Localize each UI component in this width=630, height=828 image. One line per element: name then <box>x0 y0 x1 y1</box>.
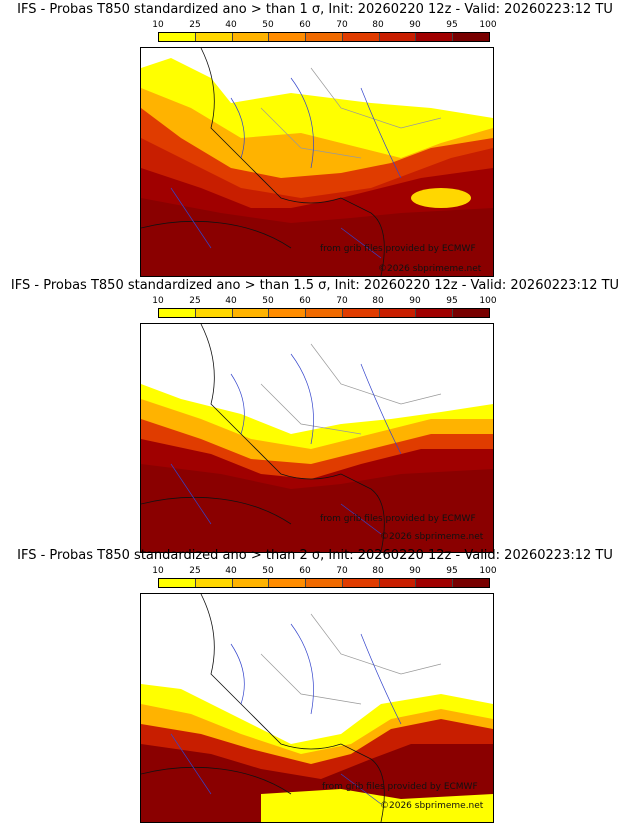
colorbar-tick: 50 <box>262 20 274 30</box>
credit-site: ©2026 sbprimeme.net <box>378 264 482 274</box>
colorbar-swatch <box>159 579 196 587</box>
map-panel-3: IFS - Probas T850 standardized ano > tha… <box>0 546 630 828</box>
colorbar-swatch <box>269 309 307 317</box>
colorbar-swatch <box>306 33 343 41</box>
colorbar-swatch <box>416 33 454 41</box>
colorbar-ticks: 10 25 40 50 60 70 80 90 95 100 <box>0 295 630 307</box>
colorbar-tick: 10 <box>152 20 164 30</box>
colorbar-tick: 100 <box>479 20 497 30</box>
panel-title: IFS - Probas T850 standardized ano > tha… <box>17 548 613 563</box>
colorbar-swatch <box>379 309 417 317</box>
probability-map <box>140 47 494 277</box>
credit-site: ©2026 sbprimeme.net <box>380 532 484 542</box>
colorbar <box>158 308 490 318</box>
colorbar-swatch <box>379 33 417 41</box>
credit-source: from grib files provided by ECMWF <box>320 244 476 254</box>
credit-source: from grib files provided by ECMWF <box>320 514 476 524</box>
colorbar-tick: 50 <box>262 566 274 576</box>
colorbar-swatch <box>232 579 270 587</box>
colorbar-tick: 90 <box>409 566 421 576</box>
colorbar-tick: 100 <box>479 296 497 306</box>
colorbar-swatch <box>453 33 490 41</box>
colorbar-tick: 60 <box>299 566 311 576</box>
colorbar-swatch <box>232 33 270 41</box>
credit-source: from grib files provided by ECMWF <box>322 782 478 792</box>
probability-map <box>140 323 494 553</box>
colorbar-swatch <box>453 579 490 587</box>
colorbar-swatch <box>379 579 417 587</box>
colorbar-tick: 90 <box>409 296 421 306</box>
probability-map <box>140 593 494 823</box>
colorbar-swatch <box>195 579 233 587</box>
colorbar <box>158 32 490 42</box>
colorbar-swatch <box>416 309 454 317</box>
colorbar-swatch <box>306 309 343 317</box>
map-panel-2: IFS - Probas T850 standardized ano > tha… <box>0 276 630 553</box>
credit-site: ©2026 sbprimeme.net <box>380 801 484 811</box>
colorbar-tick: 60 <box>299 296 311 306</box>
colorbar-tick: 80 <box>372 296 384 306</box>
colorbar-swatch <box>306 579 343 587</box>
map-panel-1: IFS - Probas T850 standardized ano > tha… <box>0 0 630 278</box>
colorbar-tick: 40 <box>225 296 237 306</box>
colorbar-tick: 80 <box>372 20 384 30</box>
colorbar-tick: 70 <box>336 566 348 576</box>
colorbar-tick: 100 <box>479 566 497 576</box>
colorbar-tick: 25 <box>189 566 201 576</box>
colorbar-swatch <box>195 309 233 317</box>
colorbar-swatch <box>453 309 490 317</box>
colorbar-tick: 60 <box>299 20 311 30</box>
colorbar-tick: 10 <box>152 296 164 306</box>
colorbar-tick: 95 <box>446 20 458 30</box>
colorbar-swatch <box>195 33 233 41</box>
colorbar-tick: 95 <box>446 566 458 576</box>
colorbar-tick: 50 <box>262 296 274 306</box>
colorbar-tick: 10 <box>152 566 164 576</box>
colorbar-tick: 95 <box>446 296 458 306</box>
colorbar-tick: 25 <box>189 296 201 306</box>
colorbar-swatch <box>342 309 380 317</box>
colorbar-swatch <box>159 309 196 317</box>
colorbar-swatch <box>159 33 196 41</box>
colorbar-tick: 80 <box>372 566 384 576</box>
colorbar-ticks: 10 25 40 50 60 70 80 90 95 100 <box>0 565 630 577</box>
colorbar-swatch <box>269 579 307 587</box>
panel-title: IFS - Probas T850 standardized ano > tha… <box>10 278 620 293</box>
colorbar-tick: 25 <box>189 20 201 30</box>
colorbar <box>158 578 490 588</box>
panel-title: IFS - Probas T850 standardized ano > tha… <box>17 2 613 17</box>
colorbar-ticks: 10 25 40 50 60 70 80 90 95 100 <box>0 19 630 31</box>
colorbar-tick: 90 <box>409 20 421 30</box>
colorbar-tick: 70 <box>336 296 348 306</box>
colorbar-tick: 70 <box>336 20 348 30</box>
colorbar-swatch <box>342 33 380 41</box>
colorbar-swatch <box>269 33 307 41</box>
colorbar-tick: 40 <box>225 20 237 30</box>
colorbar-swatch <box>416 579 454 587</box>
colorbar-tick: 40 <box>225 566 237 576</box>
colorbar-swatch <box>342 579 380 587</box>
colorbar-swatch <box>232 309 270 317</box>
